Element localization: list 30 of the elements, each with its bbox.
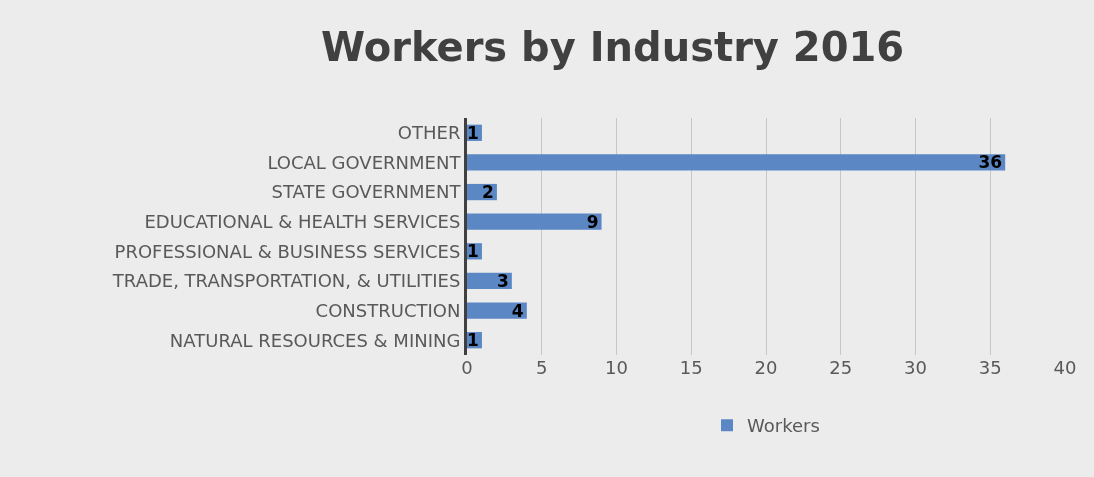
legend-label: Workers (747, 415, 820, 437)
x-tick-label: 15 (679, 357, 703, 378)
chart-title: Workers by Industry 2016 (321, 24, 905, 71)
data-label: 4 (511, 300, 524, 321)
x-tick-label: 40 (1053, 357, 1077, 378)
y-tick-label: TRADE, TRANSPORTATION, & UTILITIES (111, 270, 461, 292)
y-tick-label: NATURAL RESOURCES & MINING (169, 329, 461, 351)
y-tick-label: STATE GOVERNMENT (271, 181, 462, 203)
y-tick-label: CONSTRUCTION (315, 299, 461, 321)
data-label: 3 (497, 270, 509, 291)
data-label: 2 (482, 182, 494, 203)
x-tick-label: 35 (978, 357, 1002, 378)
x-tick-label: 30 (904, 357, 927, 378)
x-tick-label: 0 (461, 357, 473, 378)
x-tick-label: 25 (829, 357, 853, 378)
data-label: 9 (586, 211, 599, 232)
data-label: 1 (467, 330, 479, 351)
y-tick-label: EDUCATIONAL & HEALTH SERVICES (144, 210, 461, 232)
bar (467, 213, 602, 230)
x-tick-label: 10 (605, 357, 628, 378)
bar (467, 154, 1006, 171)
data-label: 1 (467, 241, 479, 262)
data-label: 1 (467, 122, 479, 143)
y-tick-label: PROFESSIONAL & BUSINESS SERVICES (114, 240, 461, 262)
bar (467, 302, 527, 319)
y-tick-label: LOCAL GOVERNMENT (267, 151, 462, 173)
data-label: 36 (978, 152, 1003, 173)
x-tick-label: 20 (754, 357, 778, 378)
x-tick-label: 5 (536, 357, 548, 378)
y-tick-label: OTHER (397, 122, 461, 144)
